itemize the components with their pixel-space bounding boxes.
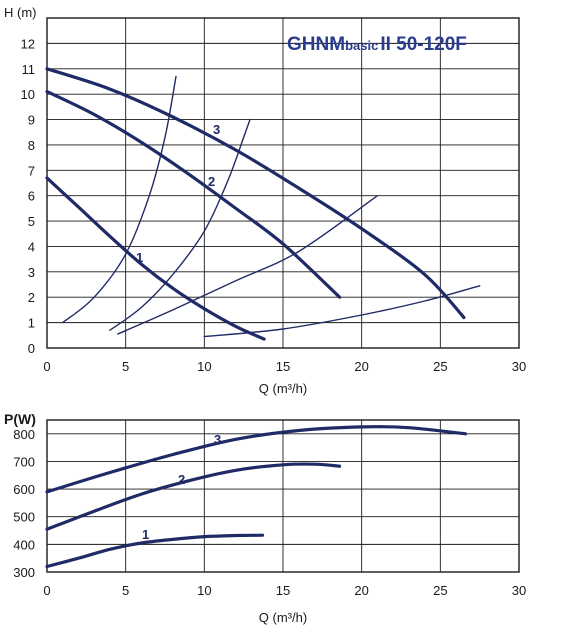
x-tick-label: 5 [122, 359, 129, 374]
y-tick-label: 0 [28, 341, 35, 356]
x-tick-label: 20 [354, 583, 368, 598]
power-curve-1 [45, 533, 265, 569]
y-tick-label: 6 [28, 189, 35, 204]
x-tick-label: 20 [354, 359, 368, 374]
x-ticks-power: 0 5 10 15 20 25 30 [43, 583, 526, 598]
x-tick-label: 0 [43, 583, 50, 598]
head-system-curve [109, 118, 251, 331]
x-tick-label: 30 [512, 583, 526, 598]
x-tick-label: 25 [433, 359, 447, 374]
x-tick-label: 30 [512, 359, 526, 374]
head-system-curve [62, 75, 177, 324]
y-tick-label: 2 [28, 290, 35, 305]
y-tick-label: 800 [13, 427, 35, 442]
y-axis-label-power: P(W) [4, 411, 36, 427]
y-tick-label: 400 [13, 537, 35, 552]
y-tick-label: 5 [28, 214, 35, 229]
x-tick-label: 10 [197, 359, 211, 374]
y-tick-label: 3 [28, 265, 35, 280]
head-curve-3 [45, 67, 466, 320]
power-curve-3 [45, 425, 468, 494]
x-tick-label: 15 [276, 359, 290, 374]
curve-label-power-1: 1 [142, 527, 149, 542]
x-tick-label: 25 [433, 583, 447, 598]
x-axis-label-head: Q (m³/h) [259, 381, 307, 396]
y-tick-label: 10 [21, 87, 35, 102]
y-tick-label: 9 [28, 113, 35, 128]
curve-label-head-2: 2 [208, 174, 215, 189]
y-tick-label: 7 [28, 163, 35, 178]
curves-head [45, 67, 481, 341]
curves-power [45, 425, 468, 569]
y-tick-label: 600 [13, 482, 35, 497]
curve-label-head-3: 3 [213, 122, 220, 137]
x-tick-label: 15 [276, 583, 290, 598]
power-flow-chart: 0 5 10 15 20 25 30 300 400 500 600 700 800 P(W) Q (… [4, 411, 526, 625]
head-system-curve [203, 285, 481, 338]
y-axis-label-head: H (m) [4, 5, 37, 20]
head-system-curve [117, 195, 379, 335]
y-tick-label: 8 [28, 138, 35, 153]
x-axis-label-power: Q (m³/h) [259, 610, 307, 625]
curve-label-head-1: 1 [136, 250, 143, 265]
x-tick-label: 5 [122, 583, 129, 598]
x-tick-label: 0 [43, 359, 50, 374]
y-tick-label: 300 [13, 565, 35, 580]
y-tick-label: 11 [22, 62, 36, 77]
curve-label-power-2: 2 [178, 472, 185, 487]
y-tick-label: 700 [13, 454, 35, 469]
x-ticks-head: 0 5 10 15 20 25 30 [43, 359, 526, 374]
chart-title: GHNMbasic II 50-120F [287, 34, 467, 55]
y-tick-label: 4 [28, 239, 35, 254]
y-tick-label: 500 [13, 510, 35, 525]
y-tick-label: 1 [28, 316, 35, 331]
curve-label-power-3: 3 [214, 432, 221, 447]
head-curve-1 [45, 176, 266, 341]
x-tick-label: 10 [197, 583, 211, 598]
y-ticks-power: 300 400 500 600 700 800 [13, 427, 35, 580]
power-curve-2 [45, 462, 342, 531]
head-curve-2 [45, 90, 342, 299]
y-tick-label: 12 [21, 36, 35, 51]
